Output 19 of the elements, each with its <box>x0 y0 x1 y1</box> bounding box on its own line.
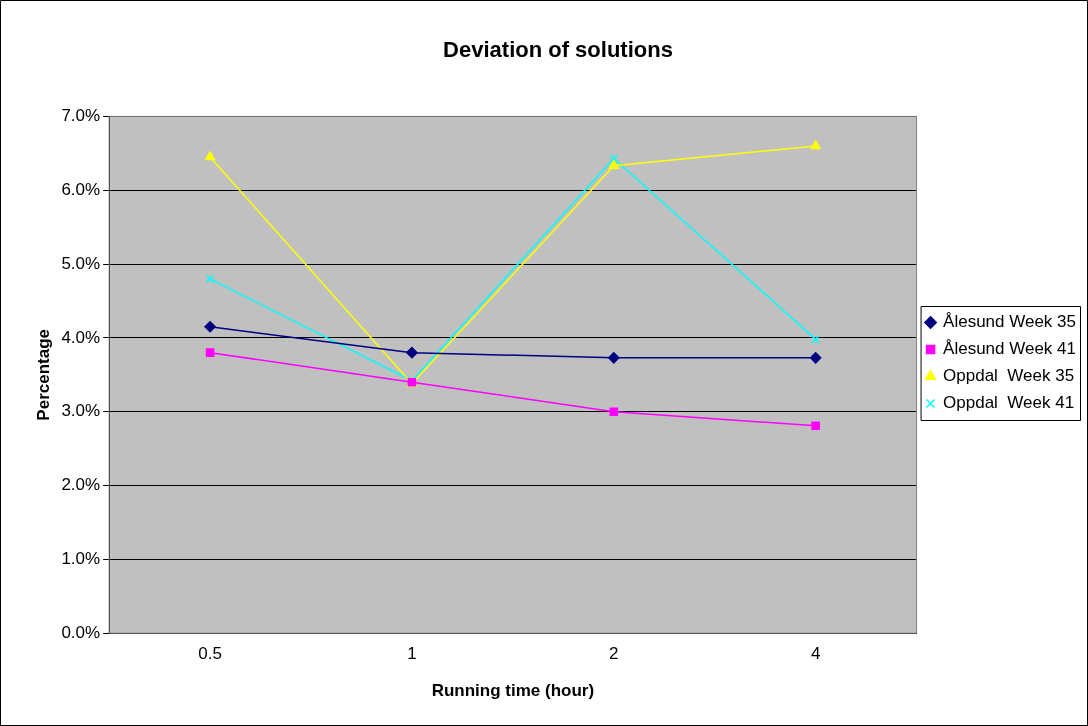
legend-label: Oppdal Week 41 <box>943 393 1075 413</box>
x-tick-label: 4 <box>810 644 821 664</box>
y-tick-label: 4.0% <box>61 327 101 347</box>
y-tick-label: 3.0% <box>61 401 101 421</box>
y-tick-label: 1.0% <box>61 549 101 569</box>
y-tick-label: 5.0% <box>61 253 101 273</box>
x-tick-label: 0.5 <box>198 644 222 664</box>
legend-label: Ålesund Week 35 <box>943 312 1076 332</box>
x-tick-label: 1 <box>407 644 417 664</box>
y-tick-label: 2.0% <box>61 475 101 495</box>
x-tick-label: 2 <box>609 644 619 664</box>
legend-label: Ålesund Week 41 <box>943 339 1076 359</box>
y-tick-label: 7.0% <box>61 106 101 126</box>
y-tick-label: 6.0% <box>61 179 101 199</box>
y-axis-title: Percentage <box>33 328 53 421</box>
x-axis-title: Running time (hour) <box>431 681 595 701</box>
y-tick-label: 0.0% <box>61 622 101 642</box>
chart-title: Deviation of solutions <box>443 37 673 63</box>
legend-label: Oppdal Week 35 <box>943 366 1075 386</box>
